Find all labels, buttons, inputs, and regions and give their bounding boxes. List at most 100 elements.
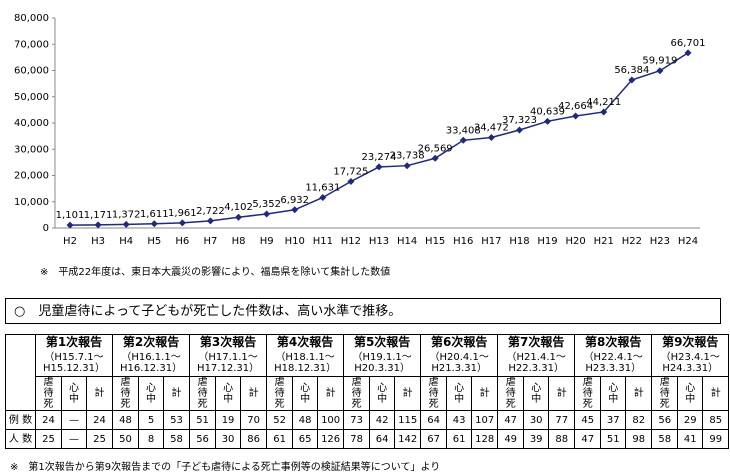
cell: 142 <box>394 429 422 449</box>
cell: 77 <box>548 410 576 430</box>
x-tick-label: H4 <box>119 236 133 247</box>
subheader: 心中 <box>446 376 473 411</box>
subheader: 心中 <box>523 376 550 411</box>
cell: 50 <box>112 429 140 449</box>
data-label: 37,323 <box>502 115 537 126</box>
note: ※ 平成22年度は、東日本大震災の影響により、福島県を除いて集計した数値 <box>40 267 391 278</box>
cell: 88 <box>548 429 576 449</box>
period-line: （H16.1.1～ <box>121 352 181 364</box>
cell: 70 <box>240 410 268 430</box>
y-tick-label: 70,000 <box>14 39 49 50</box>
subheader: 虐待死 <box>266 376 294 411</box>
subheader: 虐待死 <box>651 376 679 411</box>
row: 虐待死 心中計虐待死 心中計虐待死 心中計虐待死 心中計虐待死 心中計虐待死 心中計虐待死心… <box>6 376 730 411</box>
data-label: 17,725 <box>333 166 368 177</box>
period-line: H20.3.31） <box>354 363 410 375</box>
subheader: 計 <box>317 376 345 411</box>
row: （H15.7.1～ H15.12.31） （H16.1.1～ H16.12.31） （H… <box>6 350 730 377</box>
cell: 65 <box>292 429 319 449</box>
x-tick-label: H3 <box>91 236 105 247</box>
subheader: 計 <box>394 376 422 411</box>
chart: 0 10,000 20,000 30,000 40,000 50,000 60,000 70,… <box>14 13 706 247</box>
data-label: 5,352 <box>252 199 281 210</box>
y-tick-label: 50,000 <box>14 92 49 103</box>
report-title: 第1次報告 <box>34 334 114 351</box>
cell: 25 <box>35 429 62 449</box>
period-line: H17.12.31） <box>197 363 260 375</box>
report-title: 第5次報告 <box>343 334 422 351</box>
cell: 39 <box>523 429 550 449</box>
marker <box>628 76 636 84</box>
report-period: （H20.4.1～ H21.3.31） <box>420 350 499 377</box>
cell: 19 <box>215 410 242 430</box>
marker <box>487 134 495 142</box>
x-tick-label: H6 <box>175 236 189 247</box>
data-label: 1,171 <box>84 210 113 221</box>
marker <box>122 220 130 228</box>
y-tick-label: 20,000 <box>14 171 49 182</box>
cell: 100 <box>317 410 345 430</box>
y-tick-label: 30,000 <box>14 144 49 155</box>
cell: 49 <box>497 429 525 449</box>
data-label: 23,274 <box>362 152 397 163</box>
cell: 48 <box>292 410 319 430</box>
data-label: 11,631 <box>305 182 340 193</box>
subheader: 計 <box>163 376 191 411</box>
period-line: （H20.4.1～ <box>429 352 489 364</box>
subheader: 計 <box>625 376 653 411</box>
period-line: H23.3.31） <box>585 363 642 375</box>
cell: 29 <box>677 410 704 430</box>
marker <box>263 210 271 218</box>
data-label: 56,384 <box>614 65 649 76</box>
period-line: （H18.1.1～ <box>275 352 335 364</box>
subheader: 虐待死 <box>343 376 371 411</box>
x-tick-label: H7 <box>204 236 218 247</box>
subheader: 心中 <box>292 376 319 411</box>
y-tick-label: 10,000 <box>14 197 49 208</box>
data-label: 44,211 <box>586 97 621 108</box>
marker <box>66 221 74 229</box>
subheader: 虐待死 <box>35 376 62 411</box>
period-line: H15.12.31） <box>42 363 106 375</box>
period-line: H24.3.31） <box>662 363 719 375</box>
cell: 86 <box>240 429 268 449</box>
line <box>69 52 689 226</box>
marker <box>572 112 580 120</box>
cell: 58 <box>651 429 679 449</box>
marker <box>347 177 355 185</box>
data-label: 59,919 <box>642 56 677 67</box>
report-title: 第7次報告 <box>497 334 576 351</box>
cell: 51 <box>600 429 627 449</box>
marker <box>235 213 243 221</box>
x-tick-label: H20 <box>566 236 586 247</box>
period-line: H16.12.31） <box>120 363 183 375</box>
marker <box>375 163 383 171</box>
data-label: 1,961 <box>168 208 197 219</box>
cell: 107 <box>471 410 499 430</box>
subheader: 計 <box>702 376 730 411</box>
report-title: 第8次報告 <box>574 334 653 351</box>
row-label: 人 数 <box>5 429 36 449</box>
x-tick-label: H14 <box>397 236 417 247</box>
subheader: 心中 <box>61 376 87 411</box>
period-line: （H17.1.1～ <box>198 352 258 364</box>
data-label: 23,738 <box>390 151 425 162</box>
period-line: H21.3.31） <box>431 363 488 375</box>
row-label: 例 数 <box>5 410 36 430</box>
data-label: 33,408 <box>446 125 481 136</box>
report-title: 第3次報告 <box>189 334 268 351</box>
y-tick-label: 60,000 <box>14 66 49 77</box>
subheader: 虐待死 <box>420 376 448 411</box>
subheader: 心中 <box>138 376 165 411</box>
x-tick-label: H5 <box>147 236 161 247</box>
cell: — <box>61 429 87 449</box>
cell: 30 <box>215 429 242 449</box>
x-tick-label: H11 <box>313 236 333 247</box>
subheader: 虐待死 <box>189 376 217 411</box>
x-tick-label: H21 <box>594 236 614 247</box>
subheader: 虐待死 <box>497 376 525 411</box>
period-line: H18.12.31） <box>274 363 337 375</box>
report-period: （H23.4.1～ H24.3.31） <box>651 350 730 377</box>
marker <box>94 221 102 229</box>
